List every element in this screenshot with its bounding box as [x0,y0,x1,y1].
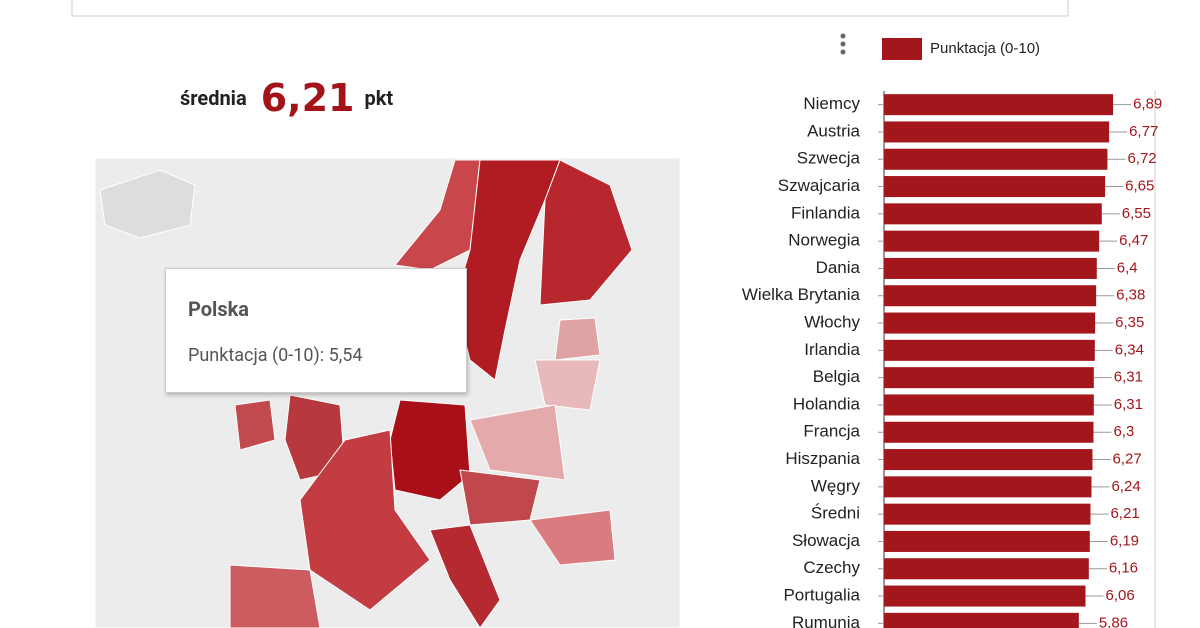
bar [884,558,1089,580]
bar [884,585,1086,607]
y-tick-label: Irlandia [804,340,860,359]
bar [884,612,1079,628]
tooltip-text: Punktacja (0-10): 5,54 [188,345,363,366]
value-label: 6,31 [1114,396,1143,413]
tooltip-title: Polska [188,297,250,321]
y-tick-label: Szwajcaria [778,176,861,195]
menu-dot[interactable] [840,33,846,39]
y-tick-label: Rumunia [792,613,861,628]
y-tick-label: Słowacja [792,531,861,550]
y-tick-label: Francja [803,422,860,441]
value-label: 6,77 [1129,123,1158,140]
bar [884,367,1094,389]
value-label: 6,16 [1109,560,1138,577]
bar [884,121,1110,143]
legend-label: Punktacja (0-10) [930,40,1040,57]
bar [884,503,1091,525]
y-tick-label: Średni [811,504,860,523]
bar [884,421,1094,443]
y-tick-label: Czechy [803,558,860,577]
bar [884,203,1102,225]
y-tick-label: Norwegia [788,231,860,250]
bar [884,230,1100,252]
y-tick-label: Holandia [793,394,861,413]
bar [884,312,1096,334]
average-label: średnia [180,86,247,110]
y-tick-label: Portugalia [783,586,860,605]
value-label: 6,89 [1133,96,1162,113]
y-tick-label: Austria [807,121,860,140]
average: średnia 6,21 pkt [180,76,393,120]
value-label: 6,35 [1115,314,1144,331]
legend-swatch [882,38,922,60]
y-tick-label: Niemcy [803,94,860,113]
y-tick-label: Wielka Brytania [742,285,861,304]
bar [884,394,1094,416]
value-label: 6,65 [1125,178,1154,195]
value-label: 5,86 [1099,614,1128,628]
search-box[interactable] [71,0,1069,17]
y-tick-label: Szwecja [797,149,861,168]
value-label: 6,21 [1110,505,1139,522]
value-label: 6,24 [1111,478,1140,495]
value-label: 6,34 [1115,341,1144,358]
value-label: 6,31 [1114,369,1143,386]
value-label: 6,72 [1127,150,1156,167]
value-label: 6,38 [1116,287,1145,304]
y-tick-label: Finlandia [791,203,861,222]
menu-dot[interactable] [840,49,846,55]
average-unit: pkt [364,86,394,110]
bar [884,476,1092,498]
bar [884,339,1095,361]
bar [884,530,1090,552]
value-label: 6,47 [1119,232,1148,249]
value-label: 6,3 [1113,423,1134,440]
value-label: 6,27 [1112,451,1141,468]
bar [884,449,1093,471]
bar [884,94,1114,116]
bar [884,285,1097,307]
y-tick-label: Belgia [813,367,861,386]
value-label: 6,06 [1105,587,1134,604]
value-label: 6,55 [1122,205,1151,222]
y-tick-label: Hiszpania [785,449,860,468]
y-tick-label: Włochy [804,313,860,332]
map [94,157,681,628]
average-value: 6,21 [260,76,355,120]
bar [884,257,1097,279]
y-tick-label: Dania [816,258,861,277]
bar [884,148,1108,170]
bar [884,176,1106,198]
value-label: 6,4 [1117,259,1138,276]
y-tick-label: Węgry [811,476,861,495]
menu-dot[interactable] [840,41,846,47]
value-label: 6,19 [1110,532,1139,549]
tooltip: Polska Punktacja (0-10): 5,54 [165,268,467,393]
